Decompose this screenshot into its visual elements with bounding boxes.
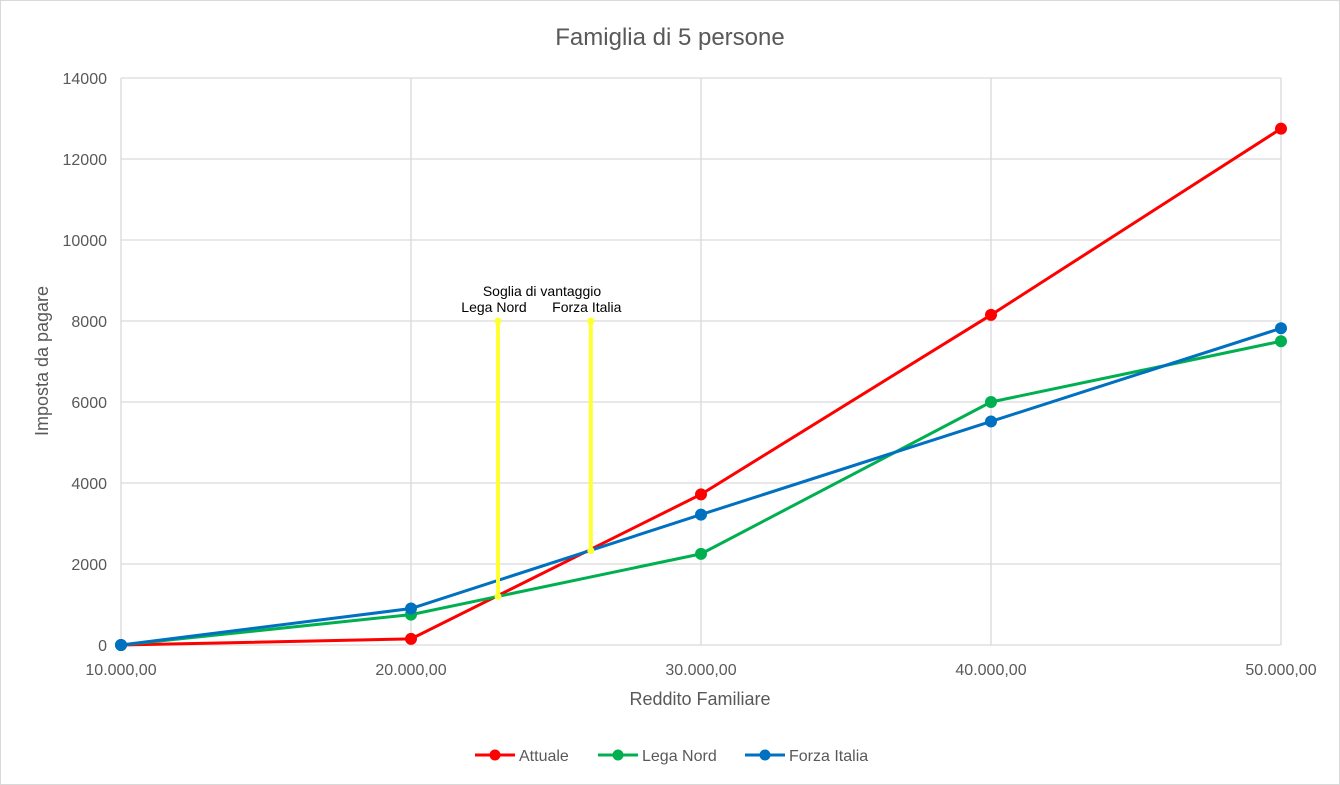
data-point-lega-nord	[985, 396, 997, 408]
y-axis-ticks: 0 2000 4000 6000 8000 10000 12000 14000	[63, 71, 108, 655]
data-point-lega-nord	[1275, 335, 1287, 348]
y-tick-label: 2000	[71, 557, 107, 574]
legend-marker-attuale	[489, 749, 501, 761]
x-tick-label: 10.000,00	[85, 662, 156, 679]
legend-label-forza-italia: Forza Italia	[789, 748, 868, 765]
series-group	[115, 122, 1287, 651]
y-tick-label: 8000	[71, 314, 107, 331]
threshold-label-lega-nord: Lega Nord	[461, 299, 526, 315]
data-point-forza-italia	[115, 639, 127, 651]
x-tick-label: 50.000,00	[1245, 662, 1316, 679]
y-tick-label: 10000	[63, 233, 108, 250]
legend-marker-lega-nord	[612, 749, 624, 761]
x-tick-label: 40.000,00	[955, 662, 1026, 679]
data-point-attuale	[985, 308, 997, 321]
y-tick-label: 6000	[71, 395, 107, 412]
threshold-cap-forza-italia	[587, 317, 595, 325]
legend: Attuale Lega Nord Forza Italia	[475, 748, 868, 765]
y-tick-label: 14000	[63, 71, 108, 88]
x-axis-title: Reddito Familiare	[629, 689, 770, 709]
legend-label-attuale: Attuale	[519, 748, 569, 765]
x-axis-ticks: 10.000,00 20.000,00 30.000,00 40.000,00 50.0…	[85, 662, 1316, 679]
data-point-attuale	[695, 488, 707, 501]
legend-marker-forza-italia	[759, 749, 771, 761]
legend-label-lega-nord: Lega Nord	[642, 748, 717, 765]
annotations-group: Soglia di vantaggio Lega Nord Forza Itali…	[461, 283, 622, 600]
data-point-forza-italia	[405, 602, 417, 615]
threshold-cap-forza-italia	[587, 547, 595, 555]
threshold-cap-lega-nord	[494, 592, 502, 600]
chart-title: Famiglia di 5 persone	[555, 24, 784, 51]
gridlines	[120, 77, 1282, 646]
y-tick-label: 4000	[71, 476, 107, 493]
y-tick-label: 0	[98, 638, 107, 655]
y-tick-label: 12000	[63, 152, 108, 169]
data-point-attuale	[405, 632, 417, 645]
data-point-attuale	[1275, 122, 1287, 135]
data-point-forza-italia	[695, 508, 707, 521]
x-tick-label: 20.000,00	[375, 662, 446, 679]
data-point-forza-italia	[985, 415, 997, 428]
x-tick-label: 30.000,00	[665, 662, 736, 679]
data-point-forza-italia	[1275, 322, 1287, 335]
data-point-lega-nord	[695, 547, 707, 560]
threshold-cap-lega-nord	[494, 317, 502, 325]
y-axis-title: Imposta da pagare	[32, 286, 52, 436]
annotation-header: Soglia di vantaggio	[483, 283, 602, 299]
threshold-label-forza-italia: Forza Italia	[552, 299, 621, 315]
